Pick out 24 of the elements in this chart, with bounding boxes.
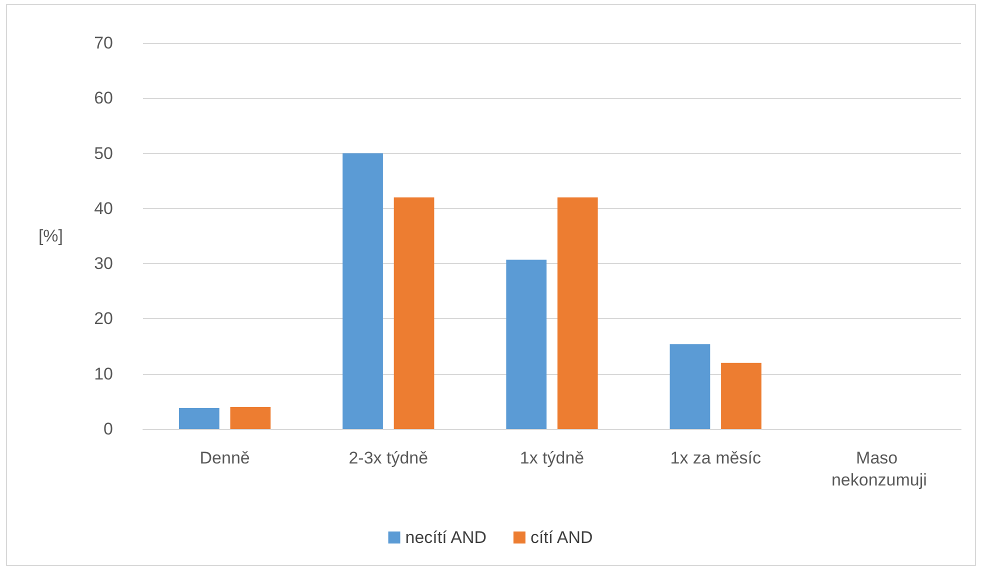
bar bbox=[230, 406, 271, 429]
bar bbox=[557, 197, 598, 429]
y-tick-label: 70 bbox=[94, 34, 113, 52]
bar bbox=[670, 344, 710, 429]
y-tick-label: 10 bbox=[94, 364, 113, 384]
x-tick-label: 1x za měsíc bbox=[670, 448, 762, 468]
bar bbox=[178, 408, 220, 429]
y-tick-label: 50 bbox=[94, 144, 113, 163]
bar bbox=[342, 153, 383, 429]
y-tick-label: 0 bbox=[104, 420, 113, 438]
x-tick-label: 2-3x týdně bbox=[348, 448, 428, 468]
y-tick-label: 60 bbox=[94, 88, 113, 108]
bar bbox=[506, 260, 547, 429]
y-axis-title: [%] bbox=[38, 226, 63, 246]
y-tick-label: 40 bbox=[94, 198, 113, 218]
x-tick-label: Denně bbox=[200, 448, 250, 468]
legend-label: necítí AND bbox=[405, 528, 487, 547]
bar bbox=[394, 197, 434, 429]
bar bbox=[721, 362, 762, 429]
legend-label: cítí AND bbox=[530, 528, 593, 547]
y-tick-label: 20 bbox=[94, 309, 113, 328]
x-tick-label: Maso nekonzumuji bbox=[831, 448, 927, 490]
x-tick-label: 1x týdně bbox=[520, 448, 584, 468]
y-tick-label: 30 bbox=[94, 254, 113, 274]
